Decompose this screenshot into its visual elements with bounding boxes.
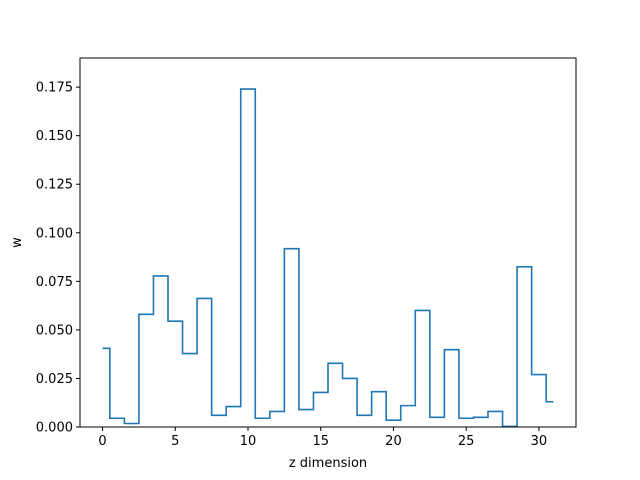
plot-area <box>79 57 577 428</box>
y-tick-label: 0.025 <box>36 372 73 387</box>
x-tick-label: 20 <box>385 434 402 449</box>
y-tick-label: 0.100 <box>36 226 73 241</box>
y-tick-label: 0.050 <box>36 323 73 338</box>
y-tick-label: 0.075 <box>36 275 73 290</box>
x-tick-label: 0 <box>98 434 106 449</box>
y-tick-label: 0.150 <box>36 129 73 144</box>
axes-frame <box>79 57 577 428</box>
y-axis-ticks: 0.000 0.025 0.050 0.075 0.100 0.125 0.150 0.175 <box>36 81 80 436</box>
y-tick-label: 0.175 <box>36 81 73 96</box>
series-line <box>102 88 554 428</box>
y-tick-label: 0.125 <box>36 178 73 193</box>
x-axis-label: z dimension <box>289 456 367 471</box>
x-tick-label: 10 <box>240 434 257 449</box>
y-tick-label: 0.000 <box>36 421 73 436</box>
x-tick-label: 25 <box>458 434 475 449</box>
x-axis-ticks: 0 5 10 15 20 25 30 <box>98 427 547 449</box>
x-tick-label: 5 <box>171 434 179 449</box>
y-axis-label: w <box>10 237 25 248</box>
x-tick-label: 30 <box>531 434 548 449</box>
x-tick-label: 15 <box>312 434 329 449</box>
